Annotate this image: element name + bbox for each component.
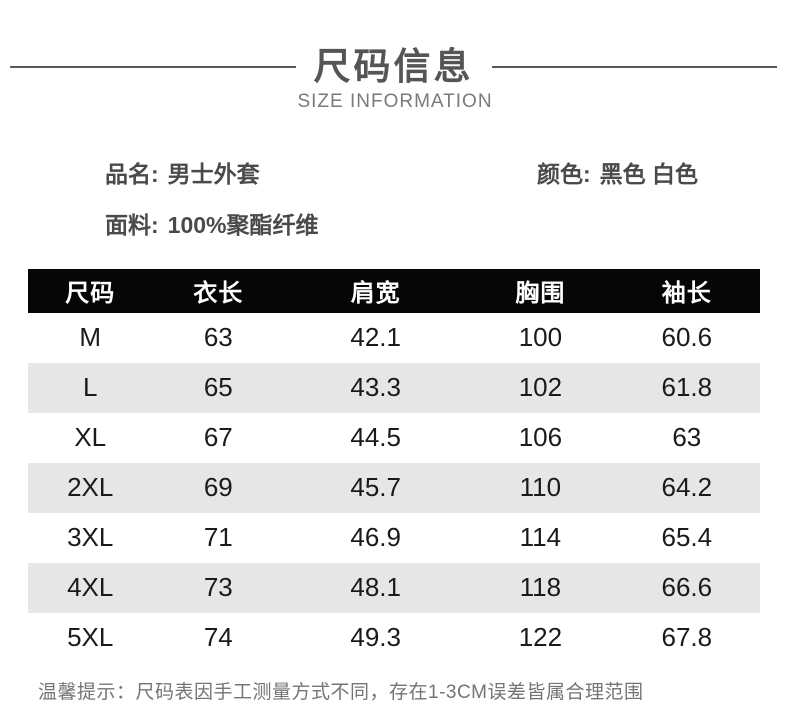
cell-size: M <box>79 322 102 353</box>
cell-shoulder: 42.1 <box>350 322 401 353</box>
col-header-chest: 胸围 <box>467 268 614 313</box>
cell-length: 71 <box>203 522 233 553</box>
cell-shoulder: 49.3 <box>350 622 401 653</box>
cell-sleeve: 66.6 <box>661 572 713 603</box>
col-header-sleeve: 袖长 <box>613 268 760 313</box>
col-header-length: 衣长 <box>152 268 285 313</box>
product-name-value: 男士外套 <box>167 160 260 187</box>
page-title: 尺码信息 <box>313 46 474 87</box>
cell-sleeve: 63 <box>672 422 702 453</box>
title-left-rule <box>10 66 296 69</box>
cell-length: 63 <box>203 322 233 353</box>
cell-shoulder: 46.9 <box>350 522 401 553</box>
cell-length: 73 <box>203 572 233 603</box>
cell-sleeve: 61.8 <box>661 372 713 403</box>
title-right-rule <box>491 66 777 69</box>
cell-chest: 110 <box>519 472 562 503</box>
table-row: 5XL 74 49.3 122 67.8 <box>28 613 760 663</box>
cell-length: 67 <box>203 422 233 453</box>
cell-sleeve: 60.6 <box>661 322 713 353</box>
product-fabric-value: 100%聚酯纤维 <box>167 211 319 238</box>
cell-chest: 106 <box>518 422 563 453</box>
cell-chest: 114 <box>519 522 562 553</box>
product-color-value: 黑色 白色 <box>599 160 699 187</box>
cell-size: 4XL <box>67 572 114 603</box>
cell-chest: 102 <box>518 372 563 403</box>
size-table-header-row: 尺码 衣长 肩宽 胸围 袖长 <box>28 268 760 313</box>
tip-note: 温馨提示：尺码表因手工测量方式不同，存在1-3CM误差皆属合理范围 <box>38 681 644 703</box>
table-row: L 65 43.3 102 61.8 <box>28 362 760 413</box>
product-fabric-label: 面料: <box>105 211 159 238</box>
product-color-label: 颜色: <box>537 160 591 187</box>
cell-length: 74 <box>203 622 233 653</box>
cell-size: 5XL <box>67 622 114 653</box>
table-row: 2XL 69 45.7 110 64.2 <box>28 462 760 513</box>
size-table: 尺码 衣长 肩宽 胸围 袖长 M 63 42.1 100 60.6 L 65 4… <box>28 268 760 663</box>
cell-shoulder: 43.3 <box>350 372 401 403</box>
cell-shoulder: 44.5 <box>350 422 401 453</box>
cell-size: 2XL <box>67 472 114 503</box>
col-header-shoulder: 肩宽 <box>284 268 468 313</box>
page-subtitle: SIZE INFORMATION <box>297 90 493 112</box>
cell-length: 65 <box>203 372 233 403</box>
cell-shoulder: 48.1 <box>350 572 401 603</box>
product-fabric-row: 面料: 100%聚酯纤维 <box>105 206 319 240</box>
table-row: XL 67 44.5 106 63 <box>28 413 760 463</box>
cell-chest: 100 <box>518 322 563 353</box>
cell-sleeve: 65.4 <box>661 522 713 553</box>
table-row: M 63 42.1 100 60.6 <box>28 313 760 363</box>
title-section: 尺码信息 <box>0 0 790 89</box>
cell-shoulder: 45.7 <box>350 472 401 503</box>
cell-sleeve: 64.2 <box>661 472 713 503</box>
product-name-row: 品名: 男士外套 <box>105 155 260 189</box>
cell-size: XL <box>74 422 107 453</box>
cell-size: 3XL <box>67 522 114 553</box>
cell-sleeve: 67.8 <box>661 622 713 653</box>
table-row: 4XL 73 48.1 118 66.6 <box>28 562 760 613</box>
cell-size: L <box>82 372 98 403</box>
product-name-label: 品名: <box>105 160 159 187</box>
table-row: 3XL 71 46.9 114 65.4 <box>28 513 760 563</box>
cell-chest: 122 <box>518 622 563 653</box>
col-header-size: 尺码 <box>28 268 153 313</box>
product-color-row: 颜色: 黑色 白色 <box>537 155 698 189</box>
cell-chest: 118 <box>519 572 562 603</box>
product-info: 品名: 男士外套 颜色: 黑色 白色 面料: 100%聚酯纤维 <box>0 153 790 249</box>
cell-length: 69 <box>203 472 233 503</box>
